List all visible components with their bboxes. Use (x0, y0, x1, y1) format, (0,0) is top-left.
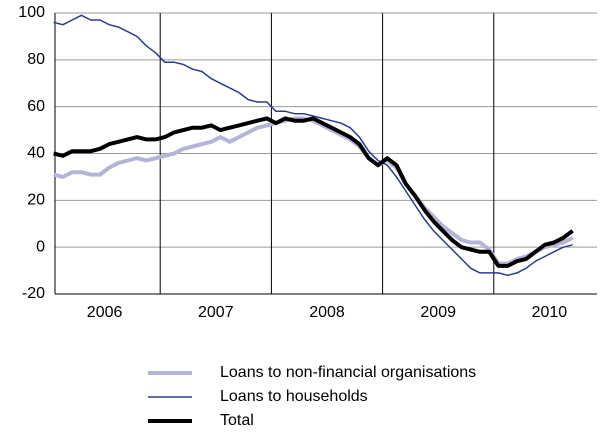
legend-label: Loans to households (220, 388, 368, 405)
y-tick-label: 40 (27, 145, 45, 162)
x-tick-label: 2006 (87, 304, 123, 321)
y-tick-label: 20 (27, 192, 45, 209)
series-line (53, 116, 574, 266)
x-tick-label: 2010 (532, 304, 568, 321)
y-tick-label: -20 (22, 285, 45, 302)
x-tick-label: 2009 (420, 304, 456, 321)
y-tick-label: 100 (18, 4, 45, 21)
series-line (53, 14, 573, 277)
y-tick-label: 0 (36, 238, 45, 255)
legend-label: Loans to non-financial organisations (220, 364, 476, 381)
x-tick-label: 2008 (309, 304, 345, 321)
y-tick-label: 60 (27, 98, 45, 115)
y-tick-label: 80 (27, 51, 45, 68)
legend-label: Total (220, 412, 254, 429)
series-line (53, 116, 574, 268)
x-tick-label: 2007 (198, 304, 234, 321)
